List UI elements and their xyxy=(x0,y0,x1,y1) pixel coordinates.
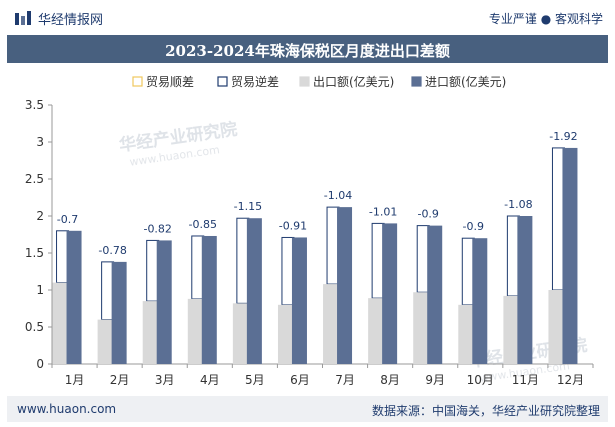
import-bar xyxy=(427,225,443,364)
tagline: 专业严谨 ● 客观科学 xyxy=(488,12,603,26)
top-bar: 华经情报网 专业严谨 ● 客观科学 xyxy=(0,0,615,34)
legend-label: 进口额(亿美元) xyxy=(425,74,506,89)
export-bar xyxy=(503,295,519,364)
x-tick-label: 4月 xyxy=(200,373,220,387)
import-bar xyxy=(382,223,398,364)
deficit-value-label: -0.85 xyxy=(189,218,217,231)
x-tick-label: 1月 xyxy=(65,373,85,387)
export-bar xyxy=(413,292,429,364)
deficit-value-label: -0.9 xyxy=(463,220,484,233)
deficit-value-label: -1.15 xyxy=(234,200,262,213)
deficit-value-label: -1.04 xyxy=(324,189,352,202)
chart-title: 2023-2024年珠海保税区月度进出口差额 xyxy=(165,42,450,60)
footer: www.huaon.com 数据来源：中国海关，华经产业研究院整理 xyxy=(7,396,608,422)
x-tick-label: 2月 xyxy=(110,373,130,387)
y-tick-label: 1.5 xyxy=(25,246,44,260)
import-bar xyxy=(291,237,307,364)
export-bar xyxy=(142,301,158,364)
legend-swatch xyxy=(411,76,422,87)
y-tick-label: 2 xyxy=(36,209,44,223)
export-bar xyxy=(548,290,564,364)
y-tick-label: 3.5 xyxy=(25,98,44,112)
export-bar xyxy=(368,298,384,364)
import-bar xyxy=(337,207,353,364)
import-bar xyxy=(111,261,127,364)
legend: 贸易顺差 贸易逆差 出口额(亿美元) 进口额(亿美元) xyxy=(132,74,506,89)
export-bar xyxy=(323,284,339,364)
deficit-value-label: -0.78 xyxy=(98,244,126,257)
legend-label: 出口额(亿美元) xyxy=(313,74,394,89)
x-tick-label: 10月 xyxy=(467,373,494,387)
y-tick-label: 2.5 xyxy=(25,172,44,186)
axes: 0 0.5 1 1.5 2 2.5 3 3.5 1月 2月 3月 4月 5月 6月 7月 8月 9月 10月 11月… xyxy=(25,98,594,387)
y-tick-label: 1 xyxy=(36,283,44,297)
legend-swatch xyxy=(217,76,228,87)
x-tick-label: 12月 xyxy=(557,373,584,387)
x-tick-label: 8月 xyxy=(380,373,400,387)
deficit-value-label: -0.91 xyxy=(279,219,307,232)
deficit-value-label: -1.01 xyxy=(369,205,397,218)
chart: 华经产业研究院www.huaon.com华经产业研究院www.huaon.com… xyxy=(25,74,594,387)
x-tick-label: 7月 xyxy=(335,373,355,387)
y-tick-label: 0.5 xyxy=(25,320,44,334)
x-tick-label: 11月 xyxy=(512,373,539,387)
logo-icon xyxy=(15,10,31,25)
footer-source: 数据来源：中国海关，华经产业研究院整理 xyxy=(371,404,600,418)
export-bar xyxy=(232,303,248,364)
x-tick-label: 6月 xyxy=(290,373,310,387)
x-tick-label: 3月 xyxy=(155,373,175,387)
legend-label: 贸易顺差 xyxy=(146,75,194,89)
y-tick-label: 0 xyxy=(36,357,44,371)
deficit-value-label: -1.08 xyxy=(504,198,532,211)
title-bar: 2023-2024年珠海保税区月度进出口差额 xyxy=(7,35,608,63)
import-bar xyxy=(156,240,172,364)
bars xyxy=(52,147,578,364)
x-tick-label: 9月 xyxy=(425,373,445,387)
export-bar xyxy=(277,304,293,364)
import-bar xyxy=(472,238,488,364)
deficit-value-label: -0.82 xyxy=(143,222,171,235)
deficit-value-label: -0.9 xyxy=(417,208,438,221)
legend-swatch xyxy=(132,76,143,87)
y-tick-label: 3 xyxy=(36,135,44,149)
labels: -0.7 -0.78 -0.82 -0.85 -1.15 -0.91 -1.04 -1.01 -… xyxy=(57,130,578,257)
import-bar xyxy=(246,218,262,364)
deficit-value-label: -1.92 xyxy=(549,130,577,143)
brand-name: 华经情报网 xyxy=(38,13,104,28)
legend-swatch xyxy=(299,76,310,87)
legend-label: 贸易逆差 xyxy=(231,74,279,89)
x-tick-label: 5月 xyxy=(245,373,265,387)
export-bar xyxy=(458,304,474,364)
footer-website[interactable]: www.huaon.com xyxy=(17,402,117,416)
import-bar xyxy=(66,230,82,364)
brand[interactable]: 华经情报网 xyxy=(14,9,103,28)
export-bar xyxy=(97,319,113,364)
export-bar xyxy=(187,298,203,364)
import-bar xyxy=(517,216,533,364)
export-bar xyxy=(52,282,68,364)
import-bar xyxy=(201,235,217,364)
import-bar xyxy=(562,147,578,364)
deficit-value-label: -0.7 xyxy=(57,213,78,226)
